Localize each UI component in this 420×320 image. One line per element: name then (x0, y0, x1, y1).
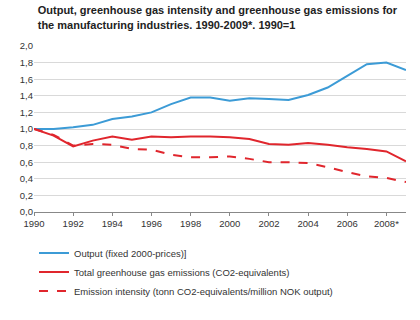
svg-text:2006: 2006 (337, 218, 358, 229)
svg-text:1,8: 1,8 (20, 57, 33, 68)
svg-text:Output (fixed 2000-prices)]: Output (fixed 2000-prices)] (74, 248, 186, 259)
svg-text:0,8: 0,8 (20, 140, 33, 151)
svg-text:1992: 1992 (63, 218, 84, 229)
svg-text:Emission intensity (tonn CO2-e: Emission intensity (tonn CO2-equivalents… (74, 286, 333, 297)
svg-text:2004: 2004 (298, 218, 319, 229)
svg-text:0,2: 0,2 (20, 190, 33, 201)
svg-text:2000: 2000 (219, 218, 240, 229)
svg-text:1,0: 1,0 (20, 123, 33, 134)
svg-text:1994: 1994 (102, 218, 123, 229)
svg-text:0,6: 0,6 (20, 157, 33, 168)
svg-text:1,2: 1,2 (20, 107, 33, 118)
svg-text:1998: 1998 (180, 218, 201, 229)
svg-text:Total greenhouse gas emissions: Total greenhouse gas emissions (CO2-equi… (74, 267, 289, 278)
svg-text:0,0: 0,0 (20, 206, 33, 217)
svg-text:2002: 2002 (258, 218, 279, 229)
svg-text:1990: 1990 (23, 218, 44, 229)
svg-text:1,4: 1,4 (20, 90, 33, 101)
svg-text:Output, greenhouse gas intensi: Output, greenhouse gas intensity and gre… (38, 4, 398, 30)
svg-text:2,0: 2,0 (20, 40, 33, 51)
svg-text:2008*: 2008* (374, 218, 399, 229)
svg-text:1996: 1996 (141, 218, 162, 229)
svg-text:1,6: 1,6 (20, 74, 33, 85)
svg-text:0,4: 0,4 (20, 173, 33, 184)
